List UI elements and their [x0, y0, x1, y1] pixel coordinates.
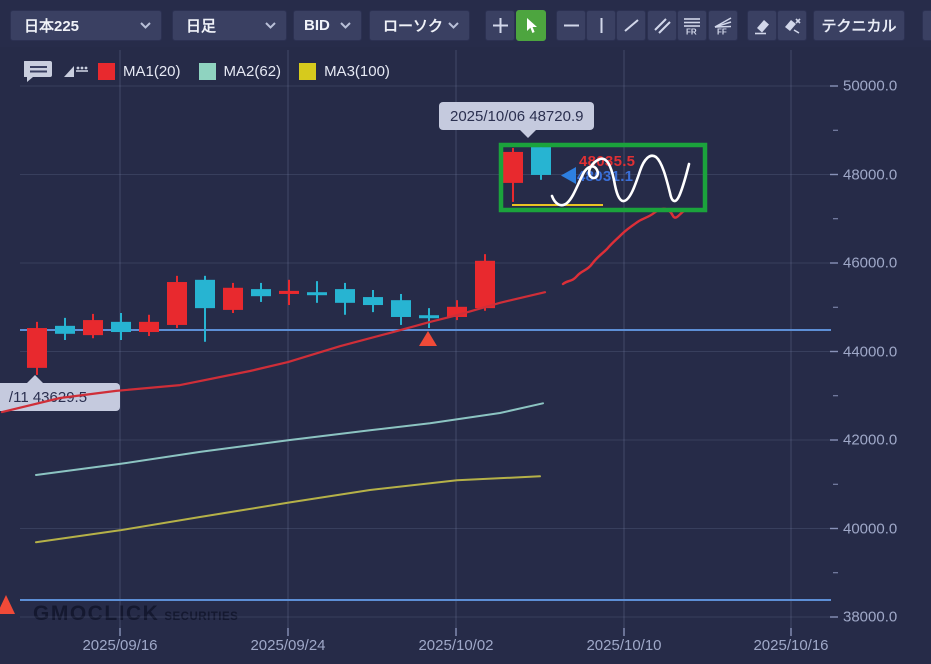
ma1-swatch [98, 62, 115, 80]
toolbar-partial-button[interactable] [922, 10, 931, 41]
ma3-label: MA3(100) [324, 62, 390, 80]
x-axis-label: 2025/10/16 [753, 637, 829, 654]
vertical-line-button[interactable] [586, 10, 616, 41]
chevron-down-icon [265, 22, 276, 29]
symbol-dropdown[interactable]: 日本225 [10, 10, 162, 41]
up-arrow-marker [419, 331, 437, 346]
y-axis-label: 44000.0 [843, 343, 898, 360]
ma1-label: MA1(20) [123, 62, 181, 80]
watermark-brand: GMOCLICK [33, 602, 160, 625]
candle-body [27, 328, 47, 368]
candle-body [391, 300, 411, 317]
blue-left-triangle-marker [561, 167, 576, 184]
toolbar: 日本225 日足 BID ローソク [0, 0, 931, 47]
candle-body [475, 260, 495, 309]
freehand-red-line [561, 207, 686, 286]
up-arrow-marker-left-edge [0, 595, 15, 614]
y-axis-label: 38000.0 [843, 608, 898, 626]
legend: MA1(20) MA2(62) MA3(100) [24, 58, 408, 84]
chevron-down-icon [140, 22, 151, 29]
y-axis-label: 50000.0 [843, 77, 898, 95]
trend-line-button[interactable] [616, 10, 646, 41]
technical-label: テクニカル [821, 18, 897, 35]
y-axis-label: 40000.0 [843, 520, 898, 537]
collapse-legend-icon[interactable] [62, 62, 89, 80]
watermark-suffix: SECURITIES [164, 611, 239, 623]
svg-text:FR: FR [686, 27, 697, 35]
timeframe-label: 日足 [186, 18, 217, 35]
eraser-all-button[interactable] [777, 10, 807, 41]
technical-button[interactable]: テクニカル [813, 10, 905, 41]
crosshair-tooltip-text: 2025/10/06 48720.9 [450, 107, 584, 125]
candle-body [223, 287, 243, 310]
horizontal-line-button[interactable] [556, 10, 586, 41]
watermark: GMOCLICK SECURITIES [33, 602, 238, 626]
chevron-down-icon [340, 22, 351, 29]
x-axis-label: 2025/09/24 [250, 637, 326, 654]
candle-body [195, 279, 215, 309]
crosshair-button[interactable] [485, 10, 515, 41]
eraser-all-icon [785, 18, 801, 34]
candle-body [503, 151, 523, 183]
candle-body [279, 290, 299, 294]
candle-body [83, 320, 103, 336]
y-axis-label: 46000.0 [843, 254, 898, 272]
chart-style-label: ローソク [383, 18, 444, 35]
ma2-label: MA2(62) [223, 62, 282, 80]
chevron-down-icon [448, 22, 459, 29]
x-axis-label: 2025/10/02 [418, 637, 494, 654]
crosshair-tooltip: 2025/10/06 48720.9 [439, 102, 595, 138]
x-axis-label: 2025/09/16 [82, 637, 158, 654]
ma3-swatch [299, 62, 317, 80]
candle-body [363, 297, 383, 306]
timeframe-dropdown[interactable]: 日足 [172, 10, 287, 41]
comment-bubble-icon[interactable] [24, 59, 53, 83]
trend-line-icon [623, 19, 639, 32]
y-axis-label: 48000.0 [843, 166, 898, 183]
chart-style-dropdown[interactable]: ローソク [369, 10, 470, 41]
ma3-line [35, 475, 541, 544]
candle-body [307, 292, 327, 296]
candle-body [111, 321, 131, 333]
eraser-icon [755, 20, 769, 35]
ma2-line [35, 402, 544, 476]
candle-body [447, 306, 467, 317]
y-axis-label: 42000.0 [843, 431, 898, 449]
ma2-swatch [198, 62, 216, 80]
crosshair-icon [492, 18, 508, 33]
cursor-arrow-icon [527, 18, 537, 33]
fibonacci-retracement-icon: FR [684, 17, 700, 35]
candle-body [55, 325, 75, 334]
date-price-tooltip: /11 43629.5 [0, 375, 120, 411]
candle-body [335, 289, 355, 303]
ask-price-label: 48031.1 [577, 168, 634, 185]
price-type-dropdown[interactable]: BID [293, 10, 362, 41]
cursor-button[interactable] [516, 10, 546, 41]
fibonacci-retracement-button[interactable]: FR [677, 10, 707, 41]
candle-body [419, 315, 439, 319]
horizontal-line-icon [563, 24, 579, 27]
eraser-button[interactable] [747, 10, 777, 41]
candle-body [139, 321, 159, 333]
parallel-lines-button[interactable] [647, 10, 677, 41]
vertical-line-icon [600, 18, 602, 33]
candle-body [251, 289, 271, 297]
x-axis-label: 2025/10/10 [586, 637, 662, 654]
svg-text:FF: FF [717, 27, 727, 35]
candle-body [531, 147, 551, 175]
fibonacci-fan-icon: FF [714, 16, 732, 35]
symbol-label: 日本225 [24, 18, 80, 35]
fibonacci-fan-button[interactable]: FF [708, 10, 738, 41]
candle-body [167, 282, 187, 325]
parallel-lines-icon [653, 18, 671, 34]
date-price-tooltip-text: /11 43629.5 [8, 388, 88, 406]
price-type-label: BID [304, 17, 330, 34]
